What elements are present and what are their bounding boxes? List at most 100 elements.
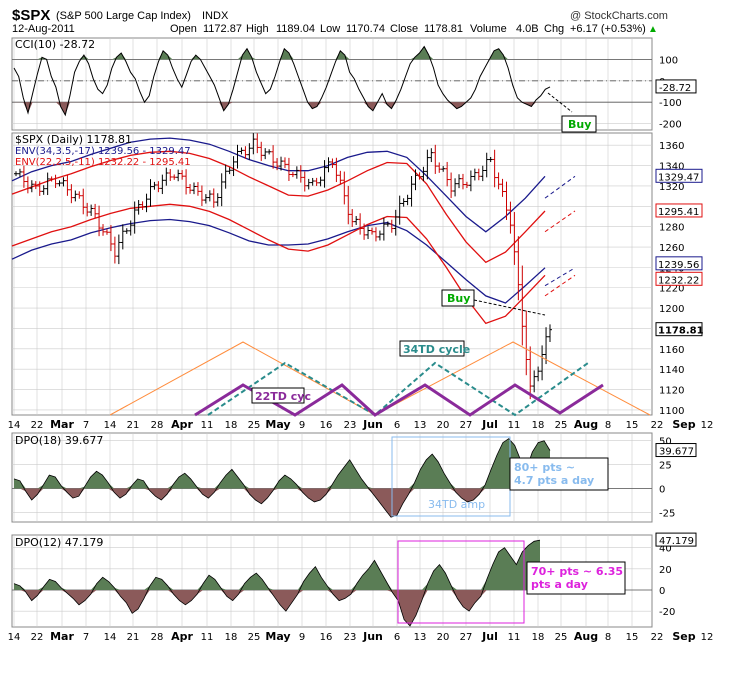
y-tick-label: 1160 [659,345,684,356]
x-tick-label: Mar [50,630,74,643]
envelope-projection [544,267,576,287]
x-tick-label: Jun [362,418,383,431]
dpo-panel-3: 40 20 0 -20 DPO(12) 47.179 47.179 70+ pts ~ 6.… [11,532,697,628]
up-arrow-icon: ▲ [648,24,658,35]
x-tick-label: 11 [201,420,214,431]
envelope-projection [544,274,576,297]
price-label: 1239.56 [658,260,699,271]
volume-label: Volume [470,23,507,35]
x-tick-label: 13 [414,420,427,431]
price-buy-label: Buy [447,292,470,305]
cci-last-value: -28.72 [659,83,691,94]
dpo-positive-fill [14,438,550,489]
x-tick-label: 23 [344,420,357,431]
symbol-name: (S&P 500 Large Cap Index) [56,10,191,22]
cci-last-value-box [655,79,697,94]
x-axis-1: 14 22 Mar 7 14 21 28 Apr 11 18 25 May 9 16 23 Jun 6 13 20 2… [8,418,714,431]
x-tick-label: 14 [8,632,21,643]
low-label: Low [320,23,340,35]
x-tick-label: Jun [362,630,383,643]
y-tick-label: 50 [659,437,672,448]
y-tick-label: 40 [659,544,672,555]
x-tick-label: Jul [481,418,498,431]
x-tick-label: Sep [672,418,695,431]
legend-envelope-blue: ENV(34,3.5,-17) 1239.56 - 1329.47 [15,146,191,157]
x-tick-label: 22 [651,632,664,643]
x-tick-label: 25 [248,420,261,431]
callout-text: 70+ pts ~ 6.35 pts a day [531,565,623,591]
x-tick-label: 18 [532,420,545,431]
y-tick-label: 1220 [659,284,684,295]
price-label: 1232.22 [658,275,699,286]
envelope-projection [544,210,576,233]
x-tick-label: 18 [225,420,238,431]
price-panel: 1360134013201300128012601240122012001180… [11,132,704,417]
price-panel-frame [11,132,653,416]
cci-panel-frame [11,37,653,131]
dpo-panel-2: 50 25 0 -25 DPO(18) 39.677 39.677 34TD amp 80+ … [11,432,697,523]
x-tick-label: 23 [344,632,357,643]
price-label: 1295.41 [658,207,699,218]
amp-label: 34TD amp [428,498,485,511]
callout-line: 80+ pts ~ [514,461,575,474]
cci-title: CCI(10) -28.72 [15,38,95,51]
x-tick-label: 16 [320,632,333,643]
chart-date: 12-Aug-2011 [12,23,75,35]
price-label: 1178.81 [658,326,704,337]
cycle-34td-box [399,340,465,357]
x-tick-label: Apr [171,418,193,431]
watermark: @ StockCharts.com [570,10,668,22]
symbol: $SPX [12,7,50,24]
x-tick-label: 27 [460,632,473,643]
y-tick-label: 100 [659,55,678,66]
x-tick-label: 9 [299,632,305,643]
y-tick-label: 0 [659,586,665,597]
x-tick-label: 28 [151,420,164,431]
y-tick-label: -25 [659,508,675,519]
y-tick-label: 25 [659,461,672,472]
close-value: 1178.81 [424,23,463,35]
callout-line: 4.7 pts a day [514,474,594,487]
teal-34td-cycle [207,361,589,417]
x-axis-2: 14 22 Mar 7 14 21 28 Apr 11 18 25 May 9 16 23 Jun 6 13 20 2… [8,630,714,643]
chg-value: +6.17 (+0.53%) [570,23,646,35]
price-buy-arrow [473,299,546,316]
chart-header: $SPX (S&P 500 Large Cap Index) INDX @ St… [12,7,668,35]
x-tick-label: Aug [574,418,598,431]
x-tick-label: 27 [460,420,473,431]
low-value: 1170.74 [346,23,385,35]
cci-buy-arrow [547,92,573,113]
y-tick-label: 1360 [659,141,684,152]
x-tick-label: 11 [201,632,214,643]
x-tick-label: 16 [320,420,333,431]
x-tick-label: 25 [555,420,568,431]
cycle-34td-label: 34TD cycle [403,343,470,356]
price-title: $SPX (Daily) 1178.81 [15,133,132,146]
callout-line: pts a day [531,578,588,591]
x-tick-label: 15 [626,632,639,643]
x-tick-label: 21 [127,420,140,431]
x-tick-label: 6 [394,420,400,431]
high-label: High [246,23,269,35]
x-tick-label: 21 [127,632,140,643]
dpo-title: DPO(18) 39.677 [15,434,103,447]
x-tick-label: 22 [31,420,44,431]
x-tick-label: 25 [248,632,261,643]
price-label: 1329.47 [658,172,699,183]
x-tick-label: 12 [701,632,714,643]
chg-label: Chg [544,23,564,35]
envelope-1-upper [11,150,546,264]
y-tick-label: 0 [659,485,665,496]
envelope-0-upper [11,137,546,233]
x-tick-label: 14 [8,420,21,431]
x-tick-label: Mar [50,418,74,431]
x-tick-label: 28 [151,632,164,643]
high-value: 1189.04 [276,23,315,35]
x-tick-label: 25 [555,632,568,643]
y-tick-label: 1200 [659,304,684,315]
x-tick-label: 11 [508,632,521,643]
y-tick-label: 20 [659,565,672,576]
x-tick-label: 22 [651,420,664,431]
y-tick-label: 1140 [659,365,684,376]
